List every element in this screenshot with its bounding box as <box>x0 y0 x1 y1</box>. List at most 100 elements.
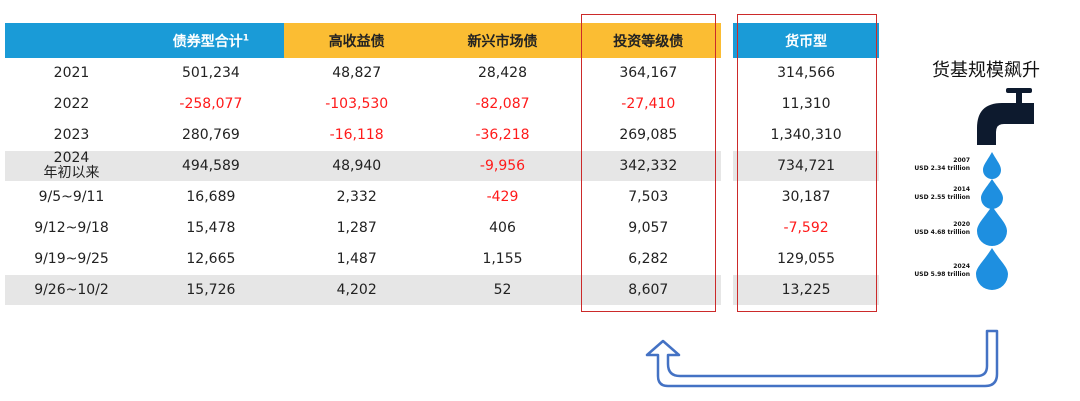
water-drop-icon <box>977 206 1007 246</box>
header-blank <box>5 23 138 58</box>
row-label-line: 2021 <box>53 64 90 81</box>
row-label-line: 2022 <box>53 95 90 112</box>
table-cell: 8,607 <box>575 274 722 306</box>
table-cell: -9,956 <box>429 150 576 182</box>
column-gap <box>721 181 734 213</box>
column-gap <box>721 212 734 244</box>
table-cell: 7,503 <box>575 181 722 213</box>
table-cell: 1,287 <box>283 212 430 244</box>
table-cell: 16,689 <box>138 181 284 213</box>
table-cell: 52 <box>429 274 576 306</box>
water-drop-icon <box>976 248 1008 290</box>
table-cell: 30,187 <box>733 181 879 213</box>
table-cell: 11,310 <box>733 88 879 120</box>
header-bond-total: 债券型合计1 <box>138 23 284 58</box>
drop-label: 2007 USD 2.34 trillion <box>914 157 970 173</box>
row-label-line: 年初以来 <box>43 165 100 181</box>
table-cell: -429 <box>429 181 576 213</box>
row-label: 2023 <box>5 119 138 151</box>
drop-year: 2020 <box>953 221 970 228</box>
column-gap <box>721 243 734 275</box>
water-drop-icon <box>981 179 1003 209</box>
side-title: 货基规模飙升 <box>932 60 1040 81</box>
table-cell: 129,055 <box>733 243 879 275</box>
table-row: 9/26~10/2 15,726 4,202 52 8,607 13,225 <box>5 274 879 306</box>
row-label-line: 9/26~10/2 <box>34 281 109 298</box>
row-label: 9/19~9/25 <box>5 243 138 275</box>
table-cell: 1,155 <box>429 243 576 275</box>
table-row: 9/5~9/11 16,689 2,332 -429 7,503 30,187 <box>5 181 879 213</box>
table-row: 2021 501,234 48,827 28,428 364,167 314,566 <box>5 58 879 89</box>
drop-amount: USD 2.55 trillion <box>914 194 970 201</box>
table-cell: 6,282 <box>575 243 722 275</box>
header-money-market: 货币型 <box>733 23 879 58</box>
row-label: 9/26~10/2 <box>5 274 138 306</box>
table-cell: 342,332 <box>575 150 722 182</box>
table-row: 9/19~9/25 12,665 1,487 1,155 6,282 129,055 <box>5 243 879 275</box>
row-label: 2024 年初以来 <box>5 150 138 182</box>
table-cell: 1,487 <box>283 243 430 275</box>
drop-label: 2020 USD 4.68 trillion <box>914 221 970 237</box>
table-row: 2022 -258,077 -103,530 -82,087 -27,410 11,310 <box>5 88 879 120</box>
drop-label: 2014 USD 2.55 trillion <box>914 186 970 202</box>
drop-year: 2007 <box>953 157 970 164</box>
table-cell: 48,940 <box>283 150 430 182</box>
table-cell: -16,118 <box>283 119 430 151</box>
table-row: 9/12~9/18 15,478 1,287 406 9,057 -7,592 <box>5 212 879 244</box>
drop-year: 2024 <box>953 263 970 270</box>
row-label-line: 2024 <box>53 150 90 166</box>
table-cell: 15,478 <box>138 212 284 244</box>
table-cell: 12,665 <box>138 243 284 275</box>
table-row: 2024 年初以来 494,589 48,940 -9,956 342,332 734,72… <box>5 150 879 182</box>
header-high-yield: 高收益债 <box>283 23 430 58</box>
table-row: 2023 280,769 -16,118 -36,218 269,085 1,340,31… <box>5 119 879 151</box>
table-cell: 364,167 <box>575 58 722 89</box>
return-arrow-icon <box>645 329 999 388</box>
column-gap <box>721 150 734 182</box>
row-label: 9/5~9/11 <box>5 181 138 213</box>
table-cell: 734,721 <box>733 150 879 182</box>
drop-amount: USD 4.68 trillion <box>914 229 970 236</box>
table-cell: -103,530 <box>283 88 430 120</box>
row-label: 2022 <box>5 88 138 120</box>
table-cell: 9,057 <box>575 212 722 244</box>
table-header-row: 债券型合计1 高收益债 新兴市场债 投资等级债 货币型 <box>5 23 879 58</box>
table-cell: 15,726 <box>138 274 284 306</box>
row-label: 2021 <box>5 58 138 89</box>
table-cell: 2,332 <box>283 181 430 213</box>
row-label-line: 9/12~9/18 <box>34 219 109 236</box>
table-cell: 494,589 <box>138 150 284 182</box>
table-cell: -258,077 <box>138 88 284 120</box>
water-drop-icon <box>983 152 1001 179</box>
table-cell: 13,225 <box>733 274 879 306</box>
table-cell: 1,340,310 <box>733 119 879 151</box>
drop-year: 2014 <box>953 186 970 193</box>
column-gap <box>721 274 734 306</box>
column-gap <box>721 119 734 151</box>
table-cell: 406 <box>429 212 576 244</box>
header-emerging: 新兴市场债 <box>429 23 576 58</box>
row-label-line: 9/5~9/11 <box>38 188 105 205</box>
table-cell: 4,202 <box>283 274 430 306</box>
table-cell: 280,769 <box>138 119 284 151</box>
money-market-highlight <box>737 14 877 312</box>
drop-amount: USD 2.34 trillion <box>914 165 970 172</box>
column-gap <box>721 88 734 120</box>
table-cell: 501,234 <box>138 58 284 89</box>
header-gap <box>721 23 734 58</box>
table-cell: -82,087 <box>429 88 576 120</box>
fund-flow-table-wrap: 债券型合计1 高收益债 新兴市场债 投资等级债 货币型 2021 501,234 4… <box>5 23 879 306</box>
table-cell: 48,827 <box>283 58 430 89</box>
table-cell: 314,566 <box>733 58 879 89</box>
row-label-line: 2023 <box>53 126 90 143</box>
investment-grade-highlight <box>581 14 716 312</box>
table-cell: 28,428 <box>429 58 576 89</box>
faucet-icon <box>977 88 1034 145</box>
header-investment-grade: 投资等级债 <box>575 23 722 58</box>
column-gap <box>721 58 734 89</box>
table-cell: -36,218 <box>429 119 576 151</box>
table-cell: -7,592 <box>733 212 879 244</box>
row-label-line: 9/19~9/25 <box>34 250 109 267</box>
table-cell: -27,410 <box>575 88 722 120</box>
